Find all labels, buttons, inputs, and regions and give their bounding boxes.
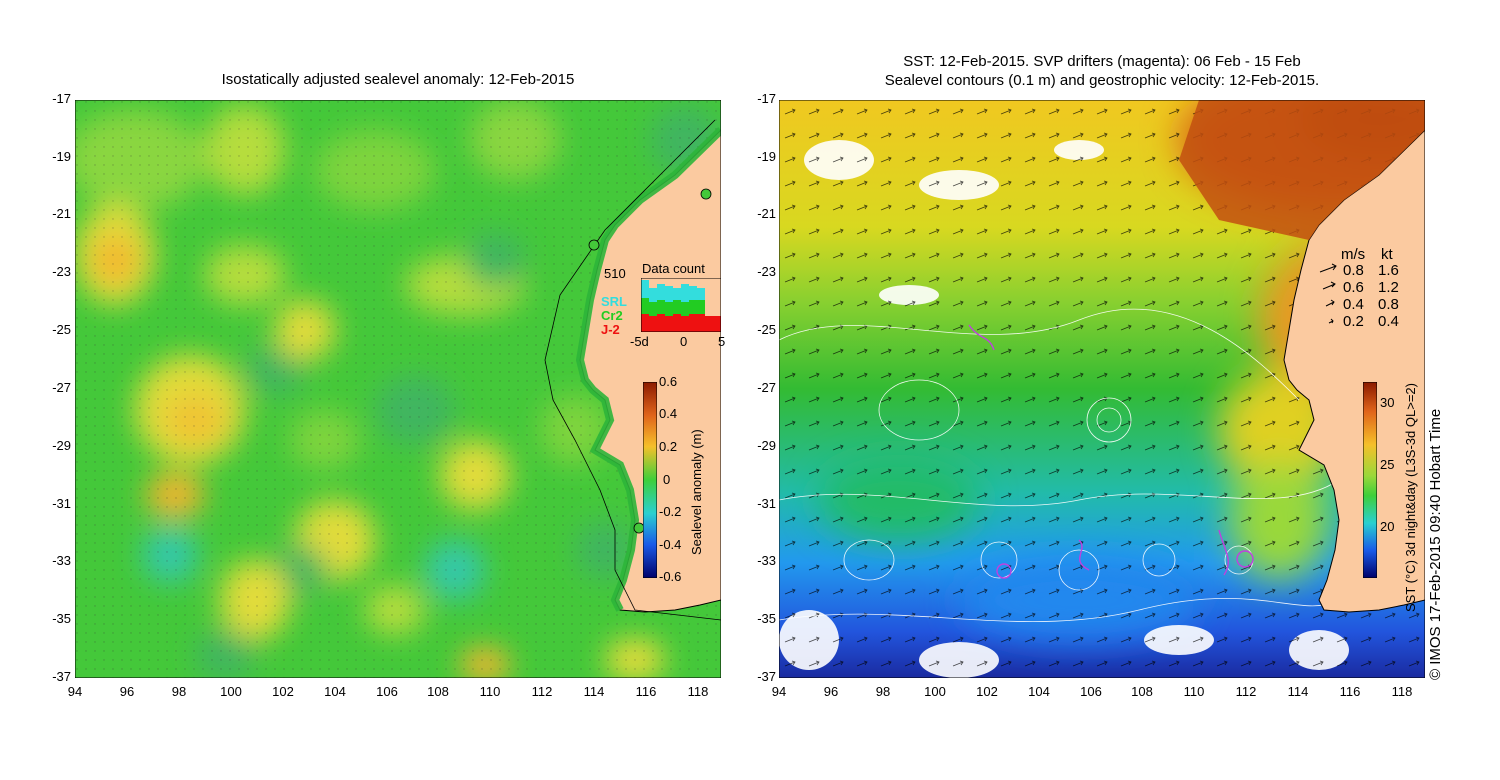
x-tick: 118	[687, 684, 709, 699]
y-tick: -35	[757, 611, 776, 626]
data-count-max: 510	[604, 266, 626, 281]
x-tick: 104	[1028, 684, 1050, 699]
velocity-kt-value: 1.6	[1378, 262, 1399, 279]
velocity-ms-value: 0.6	[1343, 279, 1364, 296]
colorbar-tick: -0.4	[659, 537, 682, 552]
y-tick: -25	[52, 322, 71, 337]
y-tick: -17	[757, 91, 776, 106]
x-tick: 108	[427, 684, 449, 699]
sst-map	[779, 100, 1425, 678]
sat-label-cr2: Cr2	[601, 308, 623, 323]
x-tick: 96	[823, 684, 839, 699]
sat-label-j2: J-2	[601, 322, 620, 337]
sealevel-anomaly-map	[75, 100, 721, 678]
x-tick: 110	[479, 684, 501, 699]
colorbar-tick: 20	[1380, 519, 1395, 534]
x-tick: 96	[119, 684, 135, 699]
y-tick: -23	[52, 264, 71, 279]
x-tick: 94	[67, 684, 83, 699]
y-tick: -31	[52, 496, 71, 511]
sst-colorbar-label: SST (°C) 3d night&day (L3S-3d QL>=2)	[1403, 383, 1418, 612]
left-map-title: Isostatically adjusted sealevel anomaly:…	[221, 71, 575, 88]
data-count-xlabel: -5d	[630, 334, 649, 349]
right-map-title-line2: Sealevel contours (0.1 m) and geostrophi…	[884, 72, 1320, 89]
sat-label-srl: SRL	[601, 294, 627, 309]
x-tick: 102	[272, 684, 294, 699]
x-tick: 110	[1183, 684, 1205, 699]
y-tick: -37	[757, 669, 776, 684]
data-count-xlabel: 5	[718, 334, 726, 349]
colorbar-tick: -0.6	[659, 569, 682, 584]
velocity-legend-header-kt: kt	[1381, 246, 1393, 263]
y-tick: -27	[52, 380, 71, 395]
velocity-ms-value: 0.4	[1343, 296, 1364, 313]
velocity-ms-value: 0.8	[1343, 262, 1364, 279]
sealevel-colorbar	[643, 382, 657, 578]
y-tick: -33	[52, 553, 71, 568]
colorbar-tick: -0.2	[659, 504, 682, 519]
right-map-title-line1: SST: 12-Feb-2015. SVP drifters (magenta)…	[903, 53, 1301, 70]
velocity-kt-value: 1.2	[1378, 279, 1399, 296]
velocity-ms-value: 0.2	[1343, 313, 1364, 330]
colorbar-tick: 25	[1380, 457, 1395, 472]
x-tick: 116	[635, 684, 657, 699]
colorbar-tick: 0.6	[659, 374, 678, 389]
velocity-legend-arrows	[1319, 263, 1337, 324]
y-tick: -37	[52, 669, 71, 684]
sst-colorbar	[1363, 382, 1377, 578]
x-tick: 116	[1339, 684, 1361, 699]
y-tick: -27	[757, 380, 776, 395]
y-tick: -19	[52, 149, 71, 164]
y-tick: -29	[52, 438, 71, 453]
y-tick: -33	[757, 553, 776, 568]
colorbar-tick: 0	[663, 472, 671, 487]
x-tick: 98	[875, 684, 891, 699]
x-tick: 98	[171, 684, 187, 699]
x-tick: 94	[771, 684, 787, 699]
velocity-kt-value: 0.4	[1378, 313, 1399, 330]
x-tick: 106	[1080, 684, 1102, 699]
sealevel-colorbar-label: Sealevel anomaly (m)	[689, 429, 704, 555]
y-tick: -35	[52, 611, 71, 626]
x-tick: 114	[1287, 684, 1309, 699]
data-count-title: Data count	[642, 261, 705, 276]
velocity-kt-value: 0.8	[1378, 296, 1399, 313]
y-tick: -21	[757, 206, 776, 221]
x-tick: 100	[924, 684, 946, 699]
y-tick: -29	[757, 438, 776, 453]
data-count-xlabel: 0	[680, 334, 688, 349]
x-tick: 100	[220, 684, 242, 699]
x-tick: 108	[1131, 684, 1153, 699]
x-tick: 114	[583, 684, 605, 699]
colorbar-tick: 0.4	[659, 406, 678, 421]
y-tick: -25	[757, 322, 776, 337]
australia-land	[1283, 129, 1425, 678]
y-tick: -23	[757, 264, 776, 279]
velocity-legend-header-ms: m/s	[1341, 246, 1366, 263]
y-tick: -19	[757, 149, 776, 164]
imos-credit: © IMOS 17-Feb-2015 09:40 Hobart Time	[1427, 408, 1444, 680]
x-tick: 102	[976, 684, 998, 699]
x-tick: 112	[1235, 684, 1257, 699]
x-tick: 104	[324, 684, 346, 699]
y-tick: -17	[52, 91, 71, 106]
x-tick: 118	[1391, 684, 1413, 699]
x-tick: 112	[531, 684, 553, 699]
colorbar-tick: 30	[1380, 395, 1395, 410]
colorbar-tick: 0.2	[659, 439, 678, 454]
x-tick: 106	[376, 684, 398, 699]
y-tick: -31	[757, 496, 776, 511]
y-tick: -21	[52, 206, 71, 221]
data-count-histogram	[641, 278, 721, 332]
